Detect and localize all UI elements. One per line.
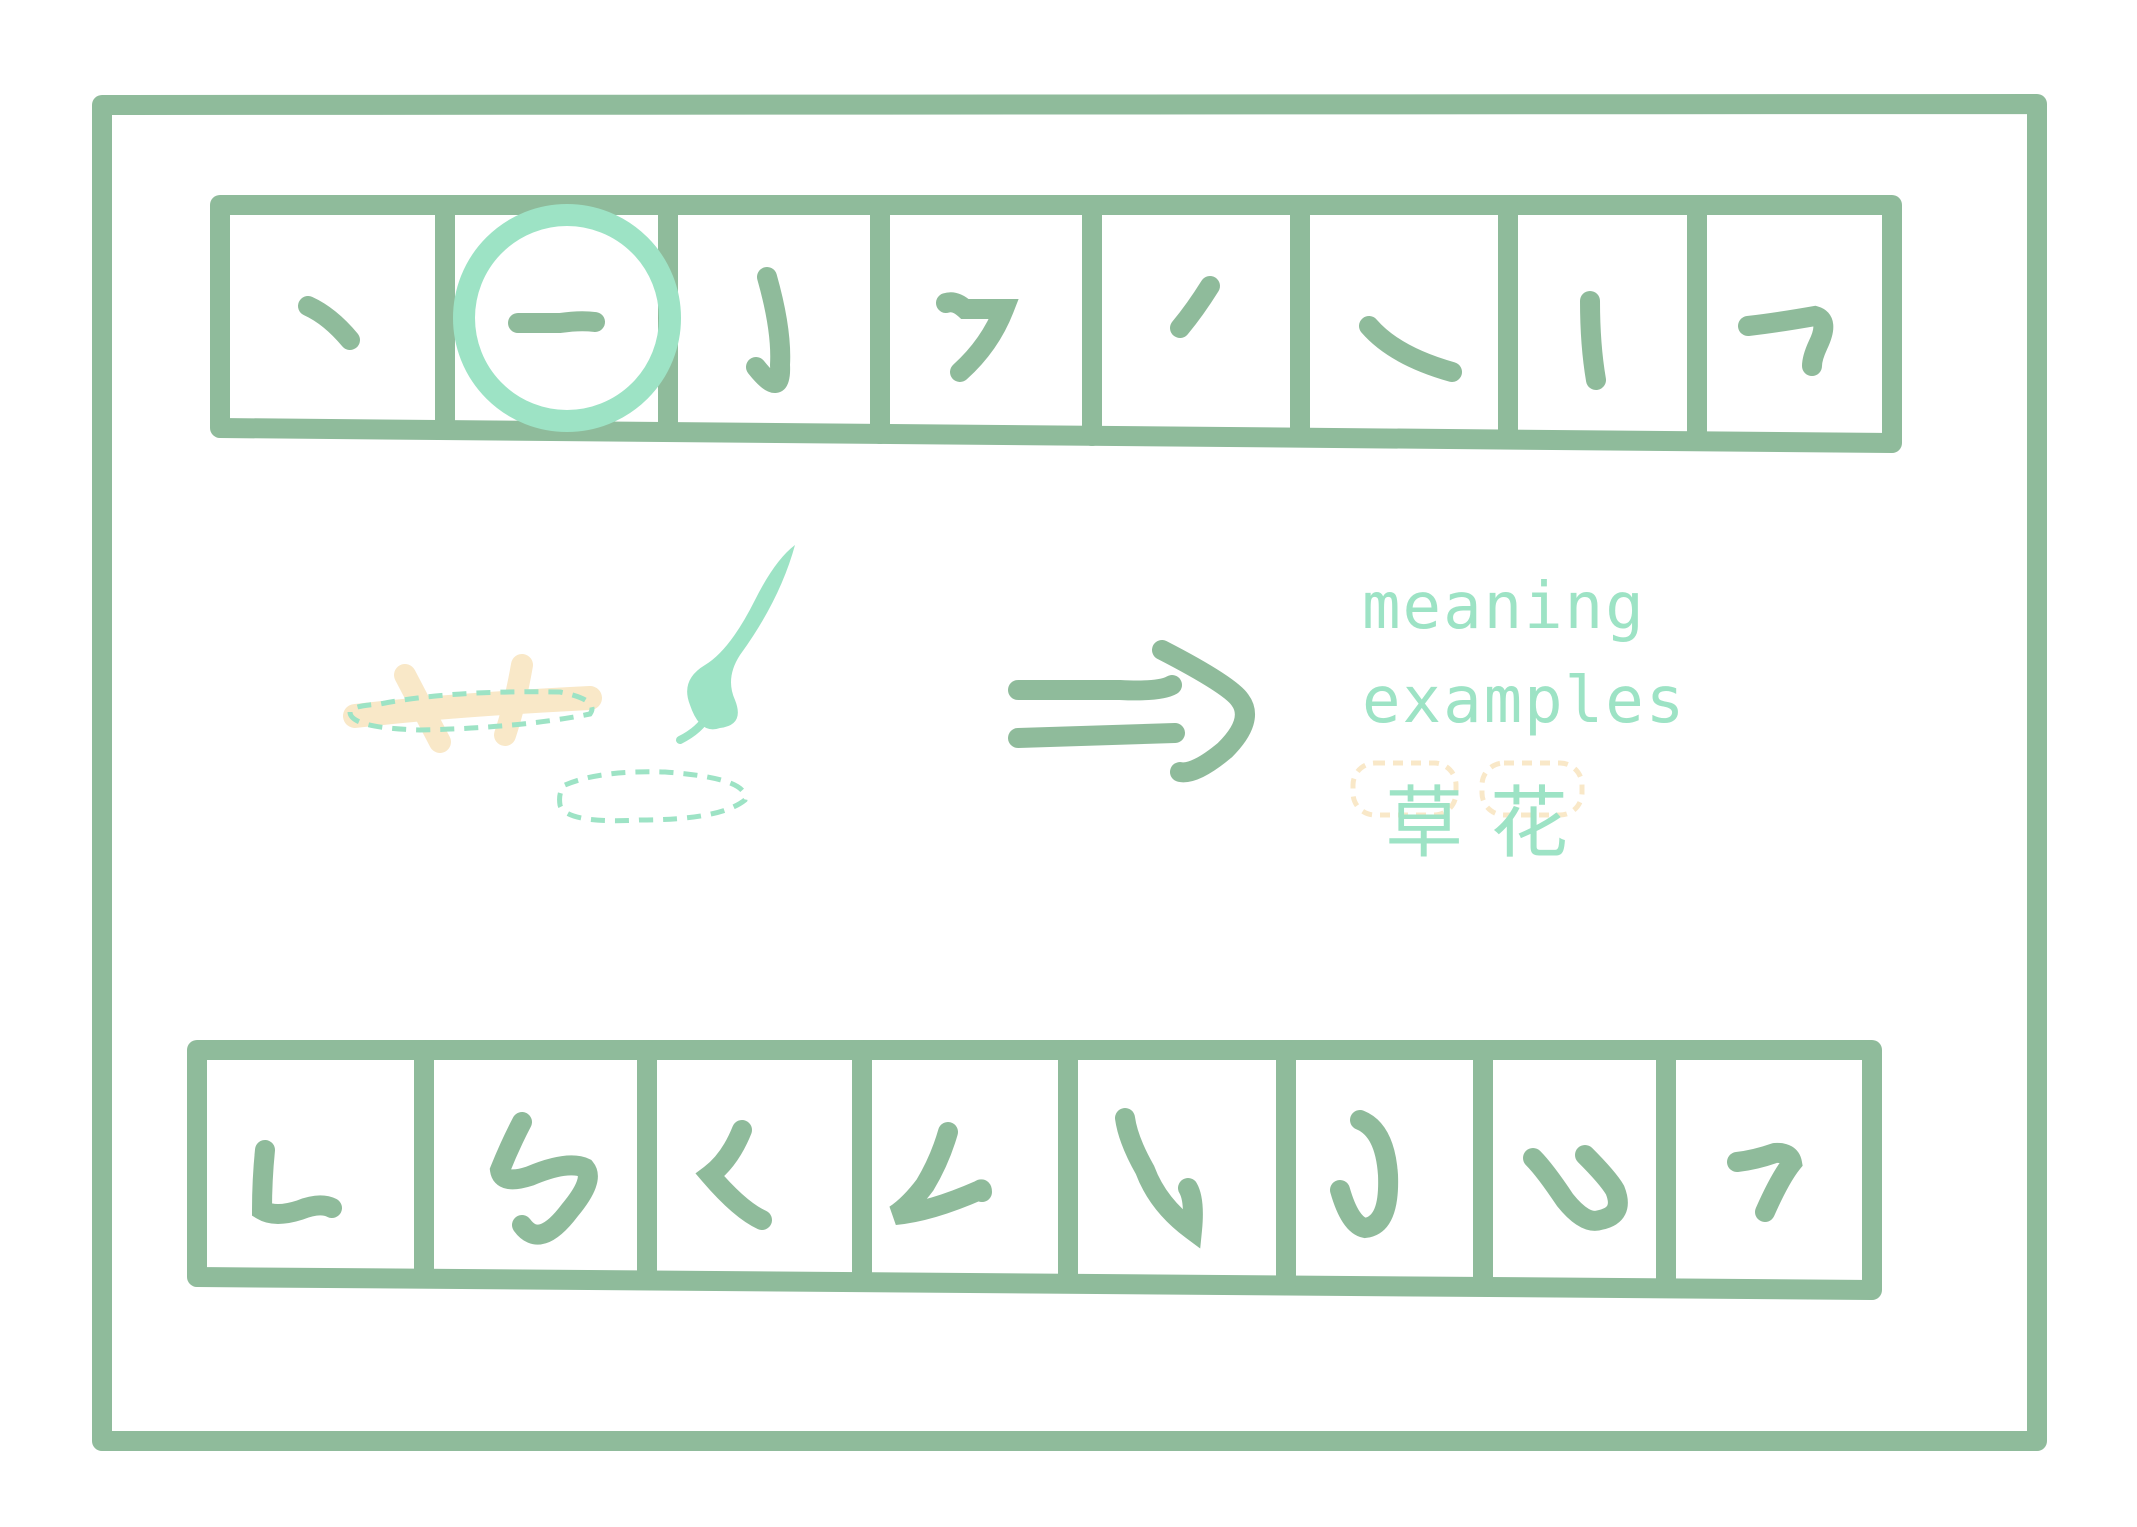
stroke-cell-hengpie[interactable] xyxy=(890,218,1082,418)
example-char-1[interactable]: 草 xyxy=(1385,779,1463,869)
piedian-stroke-icon xyxy=(695,1120,772,1230)
bottom-stroke-row xyxy=(187,1040,1882,1300)
stroke-cell-diandian[interactable] xyxy=(1493,1062,1656,1267)
outer-frame xyxy=(92,94,2047,1451)
examples-label: examples xyxy=(1362,664,1686,738)
hengzhe-stroke-icon xyxy=(1738,305,1834,376)
na-stroke-icon xyxy=(1359,316,1462,382)
top-row-dividers xyxy=(435,195,1707,451)
example-char-2[interactable]: 花 xyxy=(1490,779,1568,869)
example-characters: 草 花 xyxy=(1350,760,1585,869)
shugou-stroke-icon xyxy=(746,267,791,393)
top-stroke-row xyxy=(210,195,1902,453)
stroke-cell-piedian[interactable] xyxy=(657,1062,852,1267)
bottom-row-frame xyxy=(187,1040,1882,1300)
stroke-cell-hengzhegou[interactable] xyxy=(434,1062,637,1267)
stroke-cell-hengzhe[interactable] xyxy=(1707,218,1882,418)
stroke-cell-heng[interactable] xyxy=(453,204,681,432)
stroke-cell-shuzhe[interactable] xyxy=(212,1062,414,1267)
stroke-cell-shu[interactable] xyxy=(1518,218,1688,418)
stroke-cell-wangou[interactable] xyxy=(1296,1062,1473,1267)
selection-ring xyxy=(453,204,681,432)
hengzhegou-stroke-icon xyxy=(489,1112,598,1245)
dian-stroke-icon xyxy=(298,296,360,350)
top-row-frame xyxy=(210,195,1902,453)
stroke-cell-shugou[interactable] xyxy=(678,218,868,418)
stroke-detail-panel: meaning examples 草 花 xyxy=(343,545,1686,869)
stroke-info: meaning examples 草 花 xyxy=(1350,570,1686,869)
shuzhe-stroke-icon xyxy=(251,1140,342,1224)
shuwangou-stroke-icon xyxy=(1115,1108,1203,1249)
wangou-stroke-icon xyxy=(1330,1110,1399,1239)
heng-stroke-icon xyxy=(508,311,605,333)
brush-icon xyxy=(557,545,795,824)
shu-stroke-icon xyxy=(1580,291,1606,390)
double-arrow-icon xyxy=(1008,640,1255,783)
meaning-label: meaning xyxy=(1362,570,1646,644)
pie-stroke-icon xyxy=(1170,276,1220,338)
stroke-cell-shuwangou[interactable] xyxy=(1078,1062,1276,1267)
diandian-stroke-icon xyxy=(1523,1145,1628,1231)
sample-character-icon xyxy=(343,654,602,753)
bottom-row-dividers xyxy=(414,1040,1676,1298)
stroke-cell-dian[interactable] xyxy=(236,218,436,418)
stroke-cell-na[interactable] xyxy=(1310,218,1500,418)
stroke-cell-pie[interactable] xyxy=(1102,218,1292,418)
stroke-cell-hengpie2[interactable] xyxy=(1676,1062,1862,1267)
hengpie-stroke-icon xyxy=(936,292,1019,382)
piezhe-stroke-icon xyxy=(889,1122,992,1225)
hengpie2-stroke-icon xyxy=(1727,1142,1803,1222)
stroke-cell-piezhe[interactable] xyxy=(872,1062,1058,1267)
